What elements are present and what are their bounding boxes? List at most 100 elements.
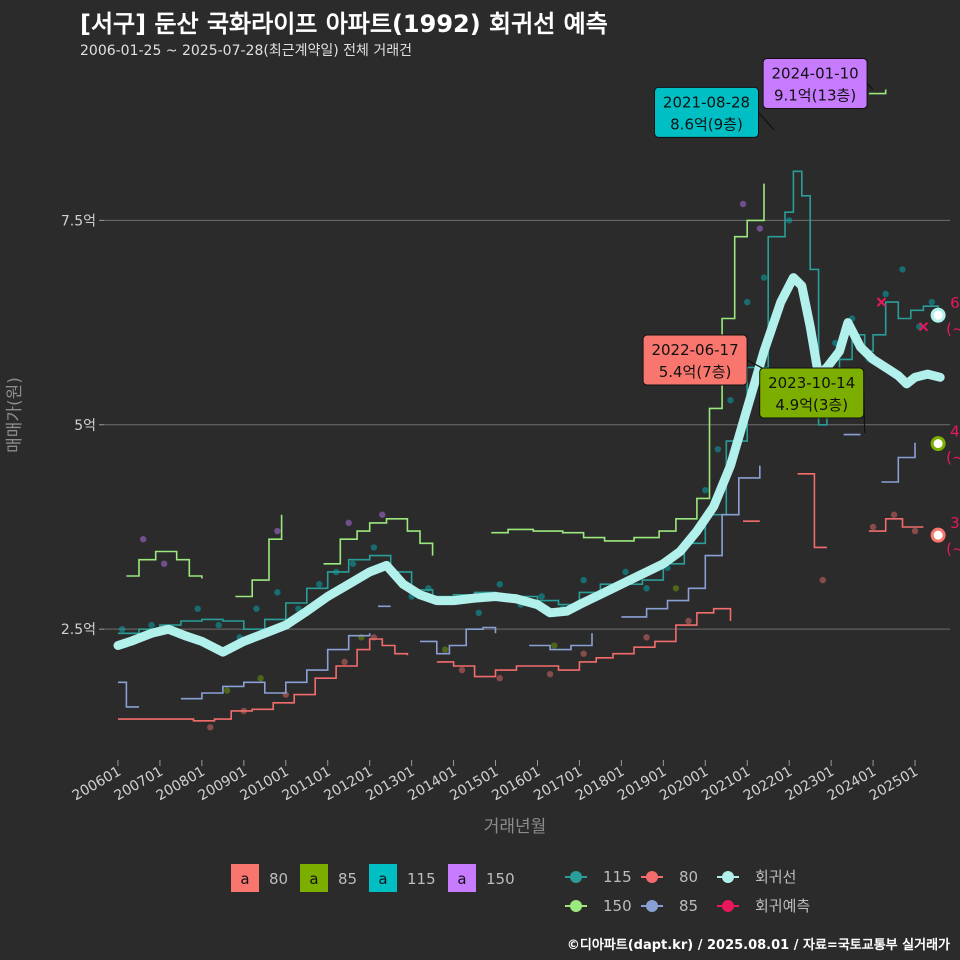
x-axis-ticks: 2006012007012008012009012010012011012012…: [70, 760, 921, 804]
annotation-box-1: [654, 86, 760, 138]
legend-line-dot-2: [722, 871, 734, 883]
scatter-point-s85-0: [223, 687, 231, 694]
scatter-point-s115-39: [882, 290, 889, 298]
chart-subtitle: 2006-01-25 ~ 2025-07-28(최근계약일) 전체 거래건: [80, 43, 412, 59]
scatter-point-s150-1: [160, 560, 168, 567]
legend-line-dot-0: [570, 871, 582, 883]
scatter-point-s115-23: [580, 576, 587, 584]
annotation-date: 2021-08-28: [663, 93, 750, 111]
x-tick-label: 202501: [867, 764, 921, 805]
scatter-point-s150-0: [139, 536, 147, 543]
scatter-point-s85-3: [441, 646, 449, 653]
series-line-150-1: [235, 514, 283, 598]
annotation-price: 9.1억(13층): [774, 87, 856, 105]
scatter-point-s115-12: [349, 560, 357, 567]
annotation-price: 8.6억(9층): [670, 115, 743, 133]
scatter-point-s115-13: [370, 544, 378, 551]
scatter-point-s115-26: [643, 585, 650, 592]
series-lines: [113, 89, 945, 722]
legend-line-label: 115: [603, 868, 632, 886]
annotation-price: 4.9억(3층): [775, 396, 848, 414]
scatter-point-s150-3: [345, 519, 352, 527]
legend-line-label: 150: [603, 897, 632, 915]
annotation-date: 2023-10-14: [768, 374, 855, 392]
series-line-85-3: [420, 626, 497, 655]
forecast-value-label: 63,411: [950, 294, 960, 312]
legend: a 80 a 85 a 115 a 150 115 80 회귀선 150 85 회귀예측: [231, 864, 810, 915]
scatter-point-s80-13: [890, 511, 898, 518]
legend-fill-glyph: a: [378, 870, 387, 888]
forecast-cross-0: [876, 297, 887, 307]
scatter-point-s115-18: [475, 609, 482, 617]
scatter-point-s115-32: [744, 298, 751, 306]
legend-fill-swatch-80: [231, 864, 259, 892]
y-tick-label: 7.5억: [61, 213, 96, 229]
legend-fill-swatch-150: [448, 864, 476, 892]
y-tick-label: 2.5억: [61, 622, 96, 638]
series-line-80-3: [797, 473, 827, 549]
legend-line-dot-3: [570, 900, 582, 912]
scatter-point-s80-11: [819, 576, 826, 584]
annotation-date: 2022-06-17: [651, 341, 738, 359]
scatter-point-s85-1: [257, 675, 264, 682]
scatter-point-s115-0: [118, 625, 126, 633]
legend-fill-swatch-85: [300, 864, 328, 892]
legend-fill-label: 80: [269, 870, 288, 888]
series-line-150-3: [491, 183, 765, 542]
forecast-marker-80: [930, 527, 946, 543]
scatter-point-s150-5: [739, 200, 747, 208]
legend-fill-swatch-115: [369, 864, 397, 892]
legend-fill-label: 85: [338, 870, 357, 888]
scatter-point-s80-9: [643, 634, 650, 641]
scatter-point-s80-8: [580, 650, 587, 657]
annotation-leader-1: [758, 112, 775, 131]
legend-line-label: 80: [679, 868, 698, 886]
legend-fill-label: 150: [486, 870, 515, 888]
scatter-point-s80-6: [496, 675, 503, 682]
source-caption: ©디아파트(dapt.kr) / 2025.08.01 / 자료=국토교통부 실…: [566, 938, 950, 953]
scatter-point-s115-25: [622, 568, 629, 576]
series-line-80-1: [436, 607, 732, 678]
y-axis-title: 매매가(원): [5, 377, 25, 453]
legend-fill-glyph: a: [240, 870, 249, 888]
annotation-date: 2024-01-10: [771, 65, 858, 83]
scatter-point-s150-2: [274, 527, 281, 535]
forecast-area-label: (~80㎡): [946, 540, 960, 558]
scatter-point-s115-42: [928, 298, 936, 306]
scatter-point-s115-21: [538, 593, 545, 600]
annotation-box-0: [762, 58, 868, 110]
series-line-85-4: [529, 633, 593, 651]
scatter-point-s80-7: [546, 670, 554, 678]
legend-line-label: 회귀선: [755, 868, 796, 886]
forecast-area-label: (~115㎡): [946, 320, 960, 338]
series-line-115-0: [118, 170, 939, 635]
regression-line: [113, 273, 945, 657]
forecast-marker-115: [930, 307, 946, 323]
legend-line-dot-4: [646, 900, 658, 912]
scatter-point-s150-6: [756, 225, 764, 232]
annotations: 2024-01-10 9.1억(13층) 2021-08-28 8.6억(9층) 202…: [642, 58, 874, 433]
series-line-150-2: [323, 518, 434, 565]
scatter-point-s115-31: [727, 397, 734, 404]
scatter-point-s115-8: [274, 589, 281, 596]
scatter-point-s115-19: [496, 581, 503, 588]
forecast-value-label: 47,650: [950, 423, 960, 441]
legend-fill-glyph: a: [309, 870, 318, 888]
series-line-80-0: [118, 638, 409, 722]
forecast-marker-85: [930, 436, 946, 452]
scatter-point-s115-40: [899, 266, 906, 273]
legend-fill-glyph: a: [457, 870, 466, 888]
legend-line-label: 회귀예측: [755, 897, 810, 915]
forecast-markers: 63,411 (~115㎡) 47,650 (~85㎡) 36,500 (~80㎡): [876, 294, 960, 558]
scatter-point-s115-4: [194, 605, 201, 612]
series-line-150-4: [868, 89, 887, 95]
y-tick-label: 5억: [74, 418, 96, 434]
annotation-box-3: [759, 367, 865, 419]
scatter-point-s85-5: [672, 585, 680, 592]
annotation-box-2: [642, 334, 748, 386]
series-line-85-7: [881, 442, 916, 483]
scatter-point-s115-2: [148, 621, 155, 629]
scatter-points: [118, 200, 936, 731]
series-line-85-5: [621, 465, 761, 618]
